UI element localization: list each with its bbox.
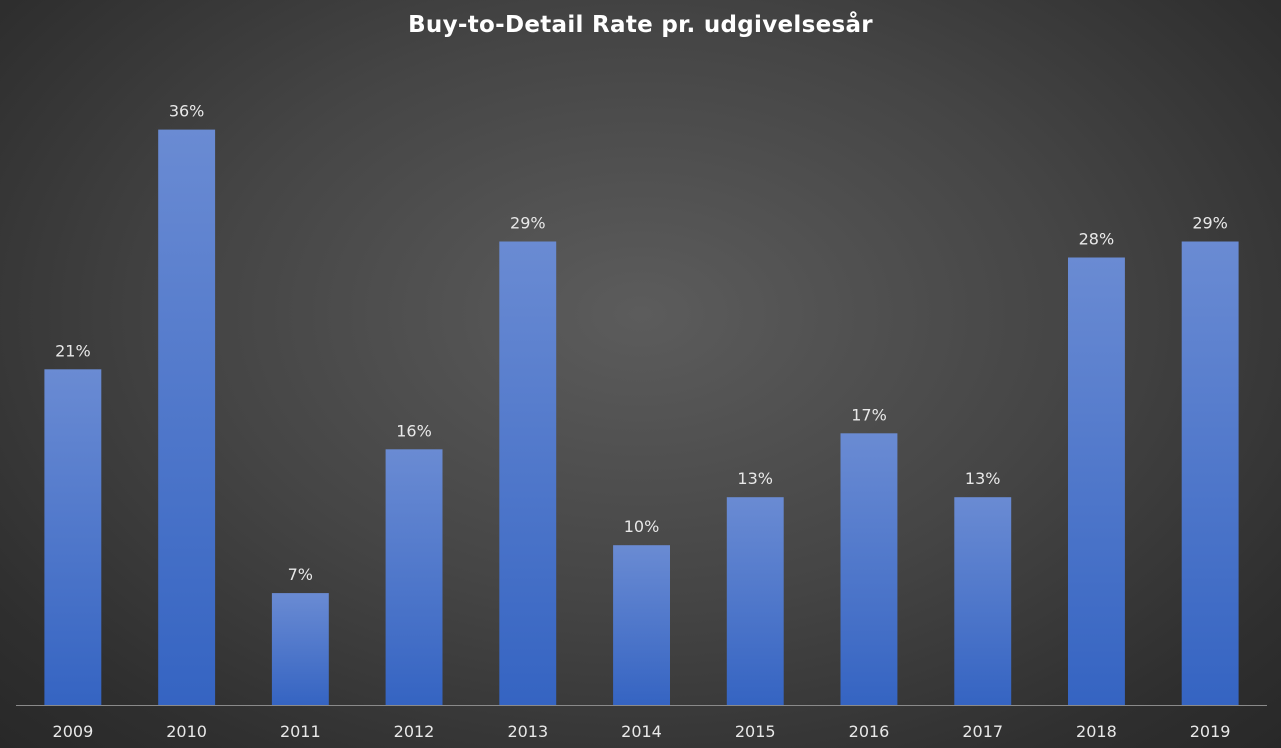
x-tick-label-2013: 2013 (507, 722, 548, 741)
data-label-2010: 36% (169, 102, 205, 121)
data-label-2012: 16% (396, 421, 432, 440)
data-label-2018: 28% (1079, 230, 1115, 249)
x-axis-ticks: 2009 2010 2011 2012 2013 2014 2015 2016 2017 2018… (53, 722, 1231, 741)
data-label-2011: 7% (288, 565, 313, 584)
bar-2012 (385, 449, 443, 705)
data-label-2015: 13% (737, 469, 773, 488)
bar-2018 (1068, 257, 1125, 705)
bar-2014 (613, 545, 670, 705)
data-label-2019: 29% (1192, 214, 1228, 233)
x-tick-label-2012: 2012 (394, 722, 435, 741)
x-tick-label-2016: 2016 (849, 722, 890, 741)
x-tick-label-2011: 2011 (280, 722, 321, 741)
data-labels-layer: 21% 36% 7% 16% 29% 10% 13% 17% 13% 28% 29% (55, 102, 1228, 584)
bar-2011 (271, 593, 329, 705)
x-tick-label-2018: 2018 (1076, 722, 1117, 741)
bar-2019 (1181, 241, 1239, 705)
bar-2016 (840, 433, 898, 705)
bar-2009 (44, 369, 102, 705)
data-label-2009: 21% (55, 341, 91, 360)
x-tick-label-2017: 2017 (962, 722, 1003, 741)
data-label-2017: 13% (965, 469, 1001, 488)
bar-2013 (499, 241, 557, 705)
x-tick-label-2015: 2015 (735, 722, 776, 741)
x-tick-label-2014: 2014 (621, 722, 662, 741)
x-tick-label-2019: 2019 (1190, 722, 1231, 741)
chart-title: Buy-to-Detail Rate pr. udgivelsesår (408, 12, 873, 38)
bar-2010 (158, 129, 216, 706)
data-label-2014: 10% (624, 517, 660, 536)
bars-layer (44, 129, 1239, 706)
bar-2015 (726, 497, 784, 705)
data-label-2013: 29% (510, 214, 546, 233)
x-tick-label-2010: 2010 (166, 722, 207, 741)
bar-2017 (954, 497, 1012, 705)
data-label-2016: 17% (851, 405, 887, 424)
x-tick-label-2009: 2009 (53, 722, 94, 741)
